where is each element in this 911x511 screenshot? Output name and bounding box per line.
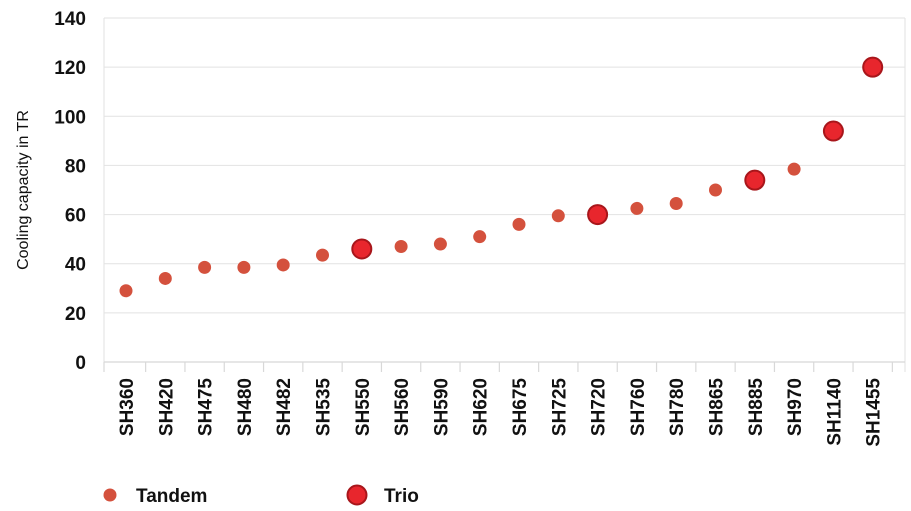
x-tick-label: SH480	[235, 378, 256, 436]
x-ticks: SH360 SH420 SH475 SH480 SH482 SH535 SH550 SH560…	[117, 378, 885, 447]
tandem-point	[709, 183, 722, 197]
tandem-point	[198, 260, 212, 274]
y-tick-label: 100	[54, 107, 86, 128]
grid	[104, 17, 905, 314]
y-tick-label: 20	[65, 304, 86, 325]
axes	[103, 18, 906, 372]
tandem-point	[433, 237, 447, 251]
x-tick-label: SH620	[471, 378, 492, 436]
y-tick-label: 0	[75, 353, 86, 374]
x-tick-label: SH550	[353, 378, 374, 436]
x-tick-label: SH475	[196, 378, 217, 437]
tandem-point	[630, 201, 644, 215]
x-tick-label: SH1140	[824, 378, 845, 446]
x-tick-label: SH865	[707, 378, 728, 437]
legend-label: Trio	[384, 486, 419, 507]
y-axis-label: Cooling capacity in TR	[15, 110, 32, 270]
tandem-point	[787, 162, 801, 176]
tandem-point	[119, 284, 133, 298]
trio-point	[862, 56, 884, 78]
y-tick-label: 140	[54, 9, 86, 30]
x-tick-label: SH725	[549, 378, 570, 437]
y-ticks: 0 20 40 60 80 100 120 140	[54, 9, 86, 374]
x-tick-label: SH885	[746, 378, 767, 437]
trio-point	[744, 169, 766, 191]
tandem-point	[473, 230, 487, 244]
x-tick-label: SH720	[589, 378, 610, 436]
y-tick-label: 80	[65, 156, 86, 177]
x-tick-label: SH482	[274, 378, 295, 436]
legend-label: Tandem	[136, 486, 207, 507]
x-tick-label: SH760	[628, 378, 649, 436]
x-tick-label: SH535	[314, 378, 335, 437]
x-tick-label: SH560	[392, 378, 413, 436]
x-tick-label: SH360	[117, 378, 138, 436]
tandem-point	[158, 271, 172, 285]
x-tick-label: SH675	[510, 378, 531, 437]
tandem-point	[316, 248, 329, 262]
x-tick-label: SH420	[156, 378, 177, 436]
tandem-point	[512, 217, 526, 231]
tandem-point	[276, 258, 290, 272]
tandem-point	[237, 260, 251, 274]
y-tick-label: 120	[54, 58, 86, 79]
y-tick-label: 60	[65, 206, 86, 227]
x-tick-label: SH590	[431, 378, 452, 436]
trio-point	[587, 204, 609, 226]
tandem-point	[394, 240, 408, 254]
x-tick-label: SH1455	[864, 378, 885, 447]
legend-marker-tandem	[103, 488, 117, 502]
legend: Tandem Trio	[103, 484, 419, 507]
legend-marker-trio	[346, 484, 368, 506]
tandem-point	[669, 197, 683, 211]
x-tick-label: SH780	[667, 378, 688, 436]
trio-point	[822, 120, 844, 142]
tandem-point	[551, 209, 565, 223]
y-tick-label: 40	[65, 255, 86, 276]
x-tick-label: SH970	[785, 378, 806, 436]
trio-point	[351, 238, 373, 260]
data-points	[119, 56, 884, 298]
